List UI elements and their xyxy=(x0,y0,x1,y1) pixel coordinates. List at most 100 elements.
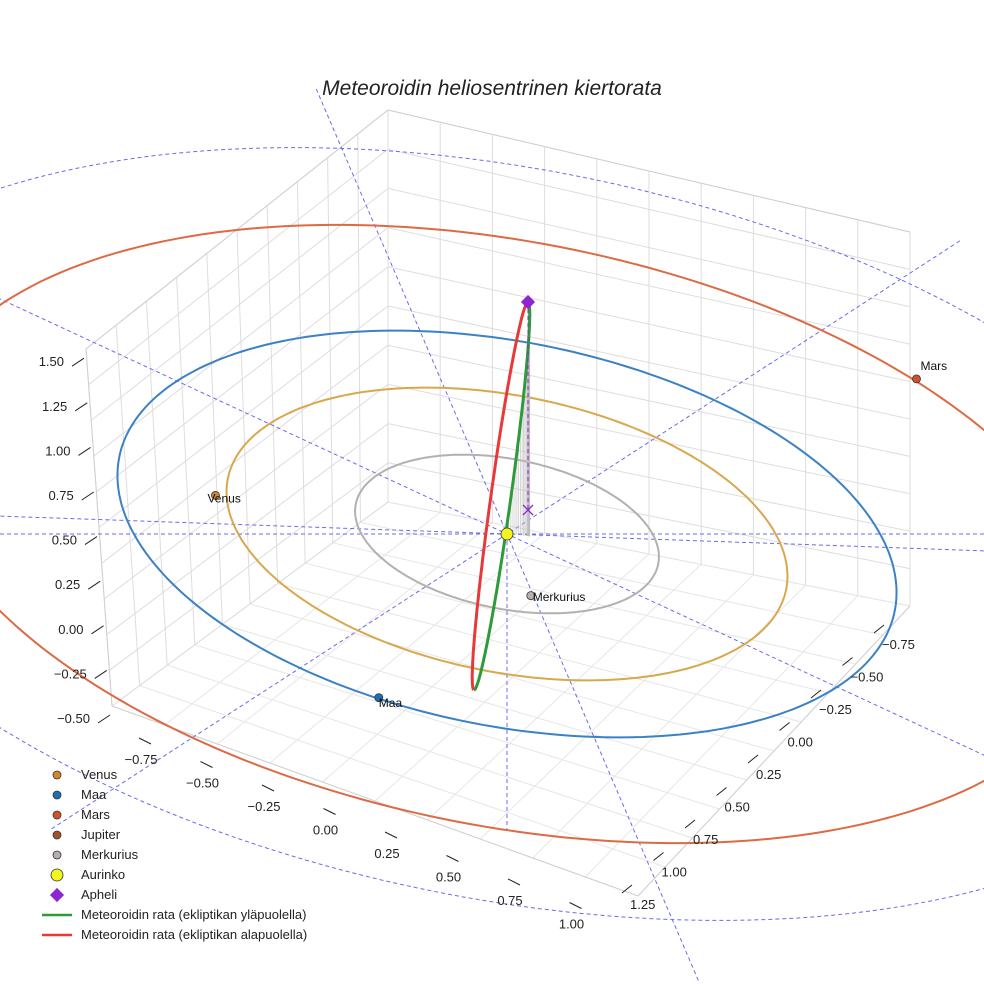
legend-circle-swatch xyxy=(52,850,62,860)
y-tick-mark xyxy=(747,754,759,764)
marker-venus xyxy=(211,491,220,500)
legend: Venus Maa Mars Jupiter Merkurius Aurinko Aphel… xyxy=(42,767,307,942)
legend-label: Apheli xyxy=(81,887,117,902)
z-tick-mark xyxy=(74,402,88,412)
box-edge xyxy=(111,705,639,897)
planet-orbits xyxy=(0,223,984,845)
legend-item: Aurinko xyxy=(50,867,125,882)
z-tick-label: −0.25 xyxy=(54,666,87,681)
legend-item: Merkurius xyxy=(52,847,139,862)
legend-label: Mars xyxy=(81,807,110,822)
grid-line xyxy=(98,305,389,528)
marker-merkurius xyxy=(526,591,536,601)
x-tick-label: 0.25 xyxy=(374,846,399,861)
y-tick-label: −0.75 xyxy=(882,637,915,652)
legend-circle-swatch xyxy=(52,770,62,780)
label-maa: Maa xyxy=(379,696,403,710)
x-tick-mark xyxy=(569,902,582,909)
grid-line xyxy=(296,181,306,564)
grid-line xyxy=(101,344,389,564)
z-tick-label: 0.75 xyxy=(48,488,73,503)
grid-line xyxy=(277,583,802,723)
y-tick-label: 0.50 xyxy=(725,800,750,815)
grid-line xyxy=(266,205,279,584)
z-tick-label: 1.25 xyxy=(42,399,67,414)
legend-item: Jupiter xyxy=(52,827,121,842)
x-tick-mark xyxy=(384,831,398,839)
legend-circle-swatch xyxy=(52,810,62,820)
y-tick-mark xyxy=(653,852,664,861)
label-venus: Venus xyxy=(207,492,240,506)
legend-label: Meteoroidin rata (ekliptikan yläpuolella… xyxy=(81,907,306,922)
grid-line xyxy=(585,595,859,878)
label-merkurius: Merkurius xyxy=(533,590,586,604)
y-tick-mark xyxy=(842,657,853,666)
ecliptic-crossing-marker xyxy=(522,504,534,516)
grid-line xyxy=(387,305,911,420)
y-tick-mark xyxy=(621,884,633,894)
legend-circle-swatch xyxy=(52,790,62,800)
chart-title: Meteoroidin heliosentrinen kiertorata xyxy=(322,77,662,100)
grid-line xyxy=(427,564,702,821)
grid-line xyxy=(106,423,389,635)
y-tick-mark xyxy=(684,819,696,829)
legend-item: Venus xyxy=(52,767,118,782)
cross-stroke xyxy=(522,504,534,516)
x-tick-mark xyxy=(261,784,275,792)
z-tick-mark xyxy=(87,580,101,590)
y-tick-label: 0.75 xyxy=(693,832,718,847)
x-tick-mark xyxy=(446,855,459,862)
legend-item: Meteoroidin rata (ekliptikan alapuolella… xyxy=(42,927,307,942)
x-tick-label: 0.50 xyxy=(436,870,461,885)
meteoroid-orbit xyxy=(470,300,534,692)
orbit-mars xyxy=(0,223,984,845)
legend-label: Meteoroidin rata (ekliptikan alapuolella… xyxy=(81,927,307,942)
grid-line xyxy=(387,462,911,570)
x-tick-mark xyxy=(323,808,336,815)
grid-line xyxy=(387,423,911,532)
grid-line xyxy=(305,562,829,694)
grid-line xyxy=(387,344,911,457)
grid-line xyxy=(479,574,754,840)
legend-item: Apheli xyxy=(49,887,117,903)
grid-line xyxy=(332,542,856,665)
legend-item: Meteoroidin rata (ekliptikan yläpuolella… xyxy=(42,907,306,922)
grid-line xyxy=(327,157,334,543)
legend-label: Maa xyxy=(81,787,107,802)
legend-label: Merkurius xyxy=(81,847,139,862)
z-tick-mark xyxy=(78,446,91,456)
label-mars: Mars xyxy=(921,359,948,373)
legend-item: Maa xyxy=(52,787,107,802)
box-edge xyxy=(637,605,911,897)
grid-line xyxy=(374,553,650,802)
x-tick-label: 1.00 xyxy=(559,917,584,932)
z-tick-label: 0.25 xyxy=(55,577,80,592)
x-tick-mark xyxy=(200,761,213,768)
z-tick-mark xyxy=(94,669,108,679)
z-tick-label: −0.50 xyxy=(57,711,90,726)
grid-line xyxy=(357,133,361,523)
y-tick-label: −0.50 xyxy=(851,670,884,685)
y-tick-label: 0.00 xyxy=(788,735,813,750)
marker-maa xyxy=(374,693,384,703)
legend-circle-swatch xyxy=(52,830,62,840)
legend-diamond-swatch xyxy=(49,887,65,903)
y-tick-label: 0.25 xyxy=(756,767,781,782)
z-tick-label: 1.50 xyxy=(39,354,64,369)
x-tick-label: −0.50 xyxy=(186,776,219,791)
x-tick-mark xyxy=(507,878,521,886)
y-tick-mark xyxy=(810,689,822,699)
x-tick-label: 0.00 xyxy=(313,823,338,838)
orbit-maa xyxy=(116,329,898,739)
orbit-merkurius xyxy=(354,453,660,615)
z-tick-label: 0.50 xyxy=(52,533,77,548)
z-tick-mark xyxy=(91,625,104,635)
y-tick-mark xyxy=(716,787,727,796)
grid-line xyxy=(360,521,883,636)
x-tick-label: −0.25 xyxy=(248,799,281,814)
meteoroid-orbit-above xyxy=(473,300,532,692)
body-markers: Venus Maa Mars Merkurius xyxy=(207,294,948,710)
y-tick-mark xyxy=(873,624,885,634)
meteoroid-orbit-below xyxy=(470,300,529,691)
